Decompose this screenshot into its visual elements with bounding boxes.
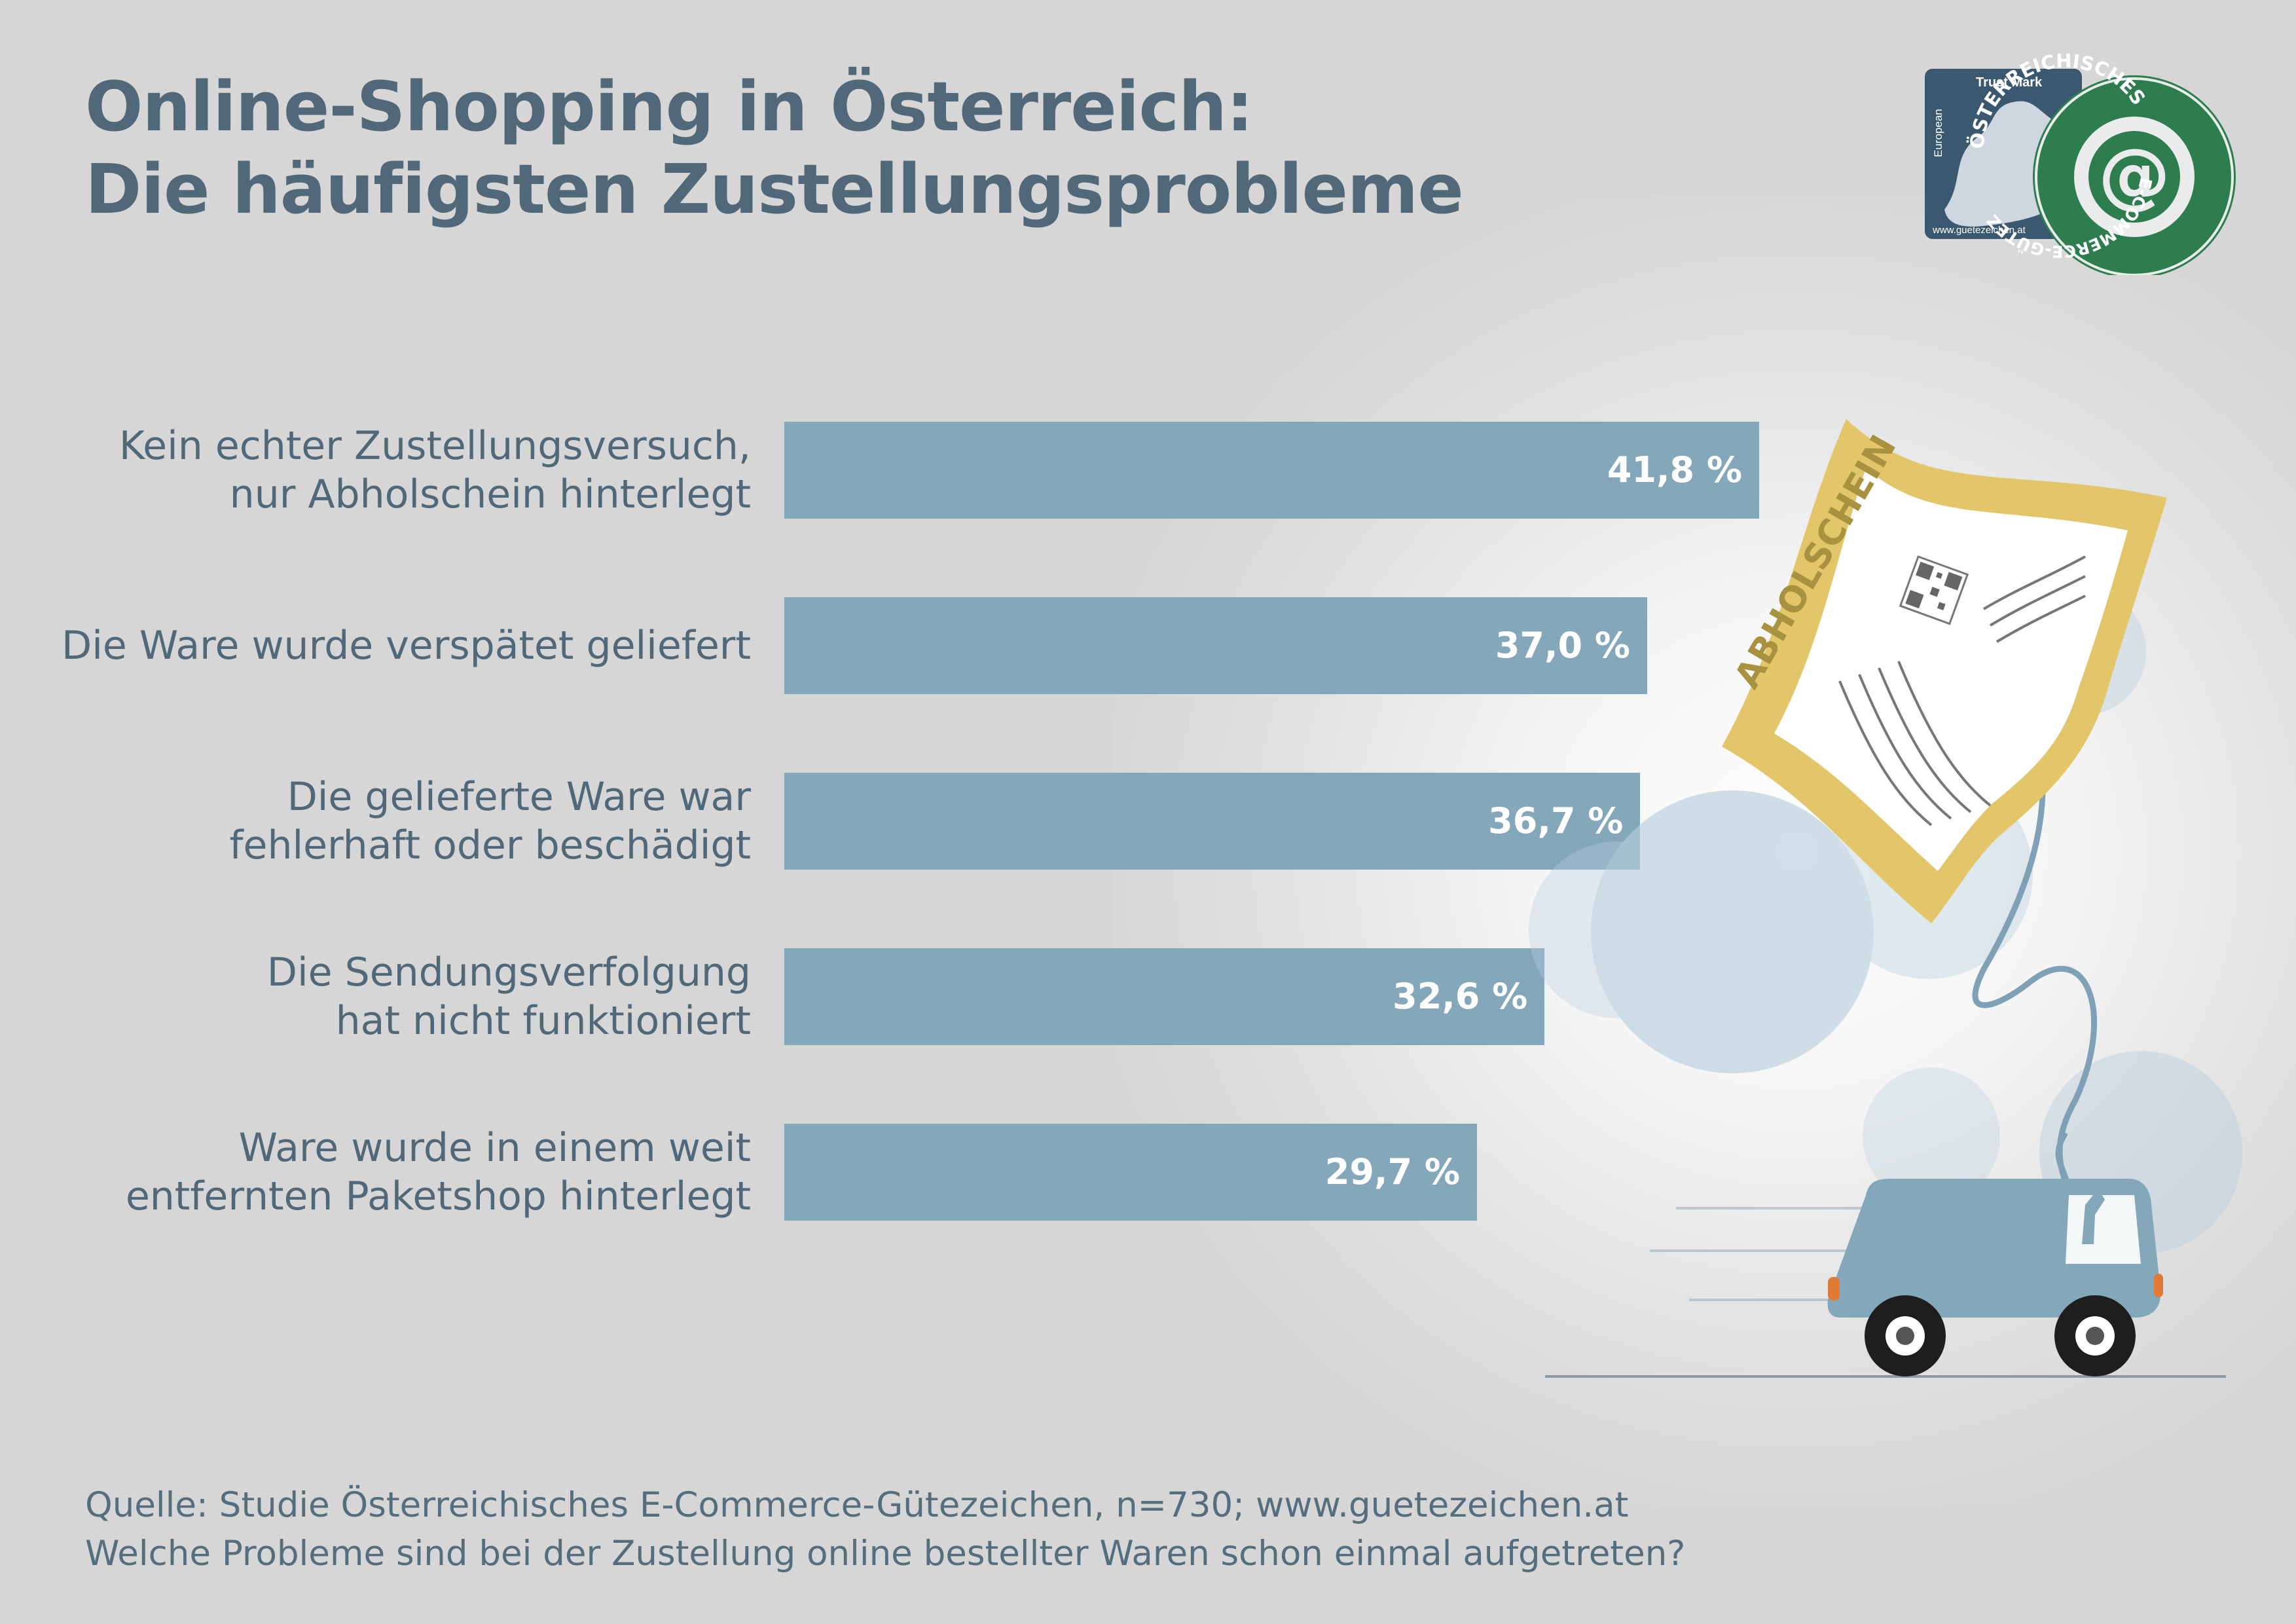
qr-code-icon xyxy=(1899,555,1969,625)
delivery-van xyxy=(1827,1179,2163,1376)
category-label: Die gelieferte Ware war fehlerhaft oder b… xyxy=(0,773,751,870)
page-title: Online-Shopping in Österreich: Die häufi… xyxy=(85,65,1464,231)
category-label: Die Sendungsverfolgung hat nicht funktion… xyxy=(0,948,751,1045)
category-label-line: entfernten Paketshop hinterlegt xyxy=(125,1173,751,1219)
bar-value-label: 36,7 % xyxy=(1488,800,1624,841)
trust-mark-label: Trust Mark xyxy=(1976,75,2043,90)
bar: 36,7 % xyxy=(784,773,1641,870)
category-label-line: fehlerhaft oder beschädigt xyxy=(229,822,751,868)
category-label: Ware wurde in einem weit entfernten Paket… xyxy=(0,1124,751,1221)
european-label: European xyxy=(1932,109,1944,157)
at-sign-icon: @ xyxy=(2098,133,2170,217)
category-label-line: Die Sendungsverfolgung xyxy=(266,950,751,995)
bar: 41,8 % xyxy=(784,422,1759,519)
bar-value-label: 32,6 % xyxy=(1393,976,1528,1017)
category-label-line: nur Abholschein hinterlegt xyxy=(229,471,751,517)
guetezeichen-badge: Trust Mark European www.guetezeichen.at … xyxy=(1925,39,2236,275)
bar: 32,6 % xyxy=(784,948,1545,1045)
title-line-1: Online-Shopping in Österreich: xyxy=(85,67,1254,147)
delivery-illustration: ABHOLSCHEIN xyxy=(1529,419,2242,1378)
bar: 37,0 % xyxy=(784,597,1647,694)
category-label: Kein echter Zustellungsversuch, nur Abhol… xyxy=(0,422,751,519)
bar-value-label: 29,7 % xyxy=(1324,1151,1460,1192)
source-line-2: Welche Probleme sind bei der Zustellung … xyxy=(85,1534,1686,1574)
bar: 29,7 % xyxy=(784,1124,1477,1221)
source-note: Quelle: Studie Österreichisches E-Commer… xyxy=(85,1481,1685,1578)
source-line-1: Quelle: Studie Österreichisches E-Commer… xyxy=(85,1485,1629,1525)
category-label-line: Die Ware wurde verspätet geliefert xyxy=(62,623,751,669)
bar-value-label: 37,0 % xyxy=(1495,625,1630,666)
bar-value-label: 41,8 % xyxy=(1607,449,1742,490)
category-label-line: hat nicht funktioniert xyxy=(335,998,751,1044)
slip-text-lines xyxy=(1838,555,2086,826)
badge-url: www.guetezeichen.at xyxy=(1932,225,2026,236)
category-label-line: Kein echter Zustellungsversuch, xyxy=(118,423,751,469)
category-label-line: Ware wurde in einem weit xyxy=(238,1125,751,1171)
category-label-line: Die gelieferte Ware war xyxy=(287,774,751,820)
category-label: Die Ware wurde verspätet geliefert xyxy=(0,621,751,670)
van-wheel-front xyxy=(1865,1295,1946,1376)
title-line-2: Die häufigsten Zustellungsprobleme xyxy=(85,149,1464,229)
speed-lines xyxy=(1650,1207,1866,1301)
van-wheel-rear xyxy=(2054,1295,2136,1376)
